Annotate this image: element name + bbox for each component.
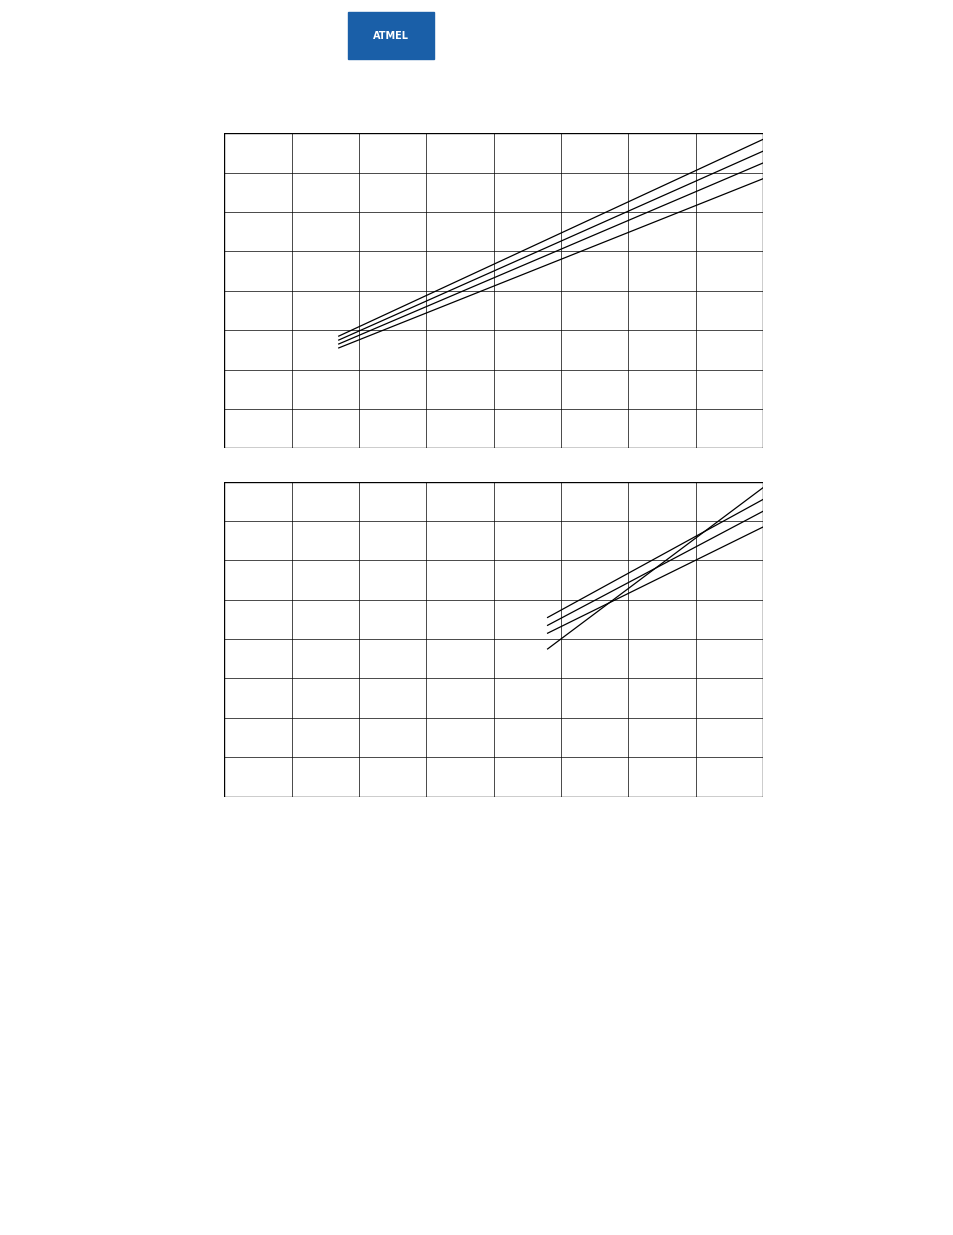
Text: ATMEL: ATMEL bbox=[373, 31, 409, 41]
FancyBboxPatch shape bbox=[348, 12, 434, 59]
